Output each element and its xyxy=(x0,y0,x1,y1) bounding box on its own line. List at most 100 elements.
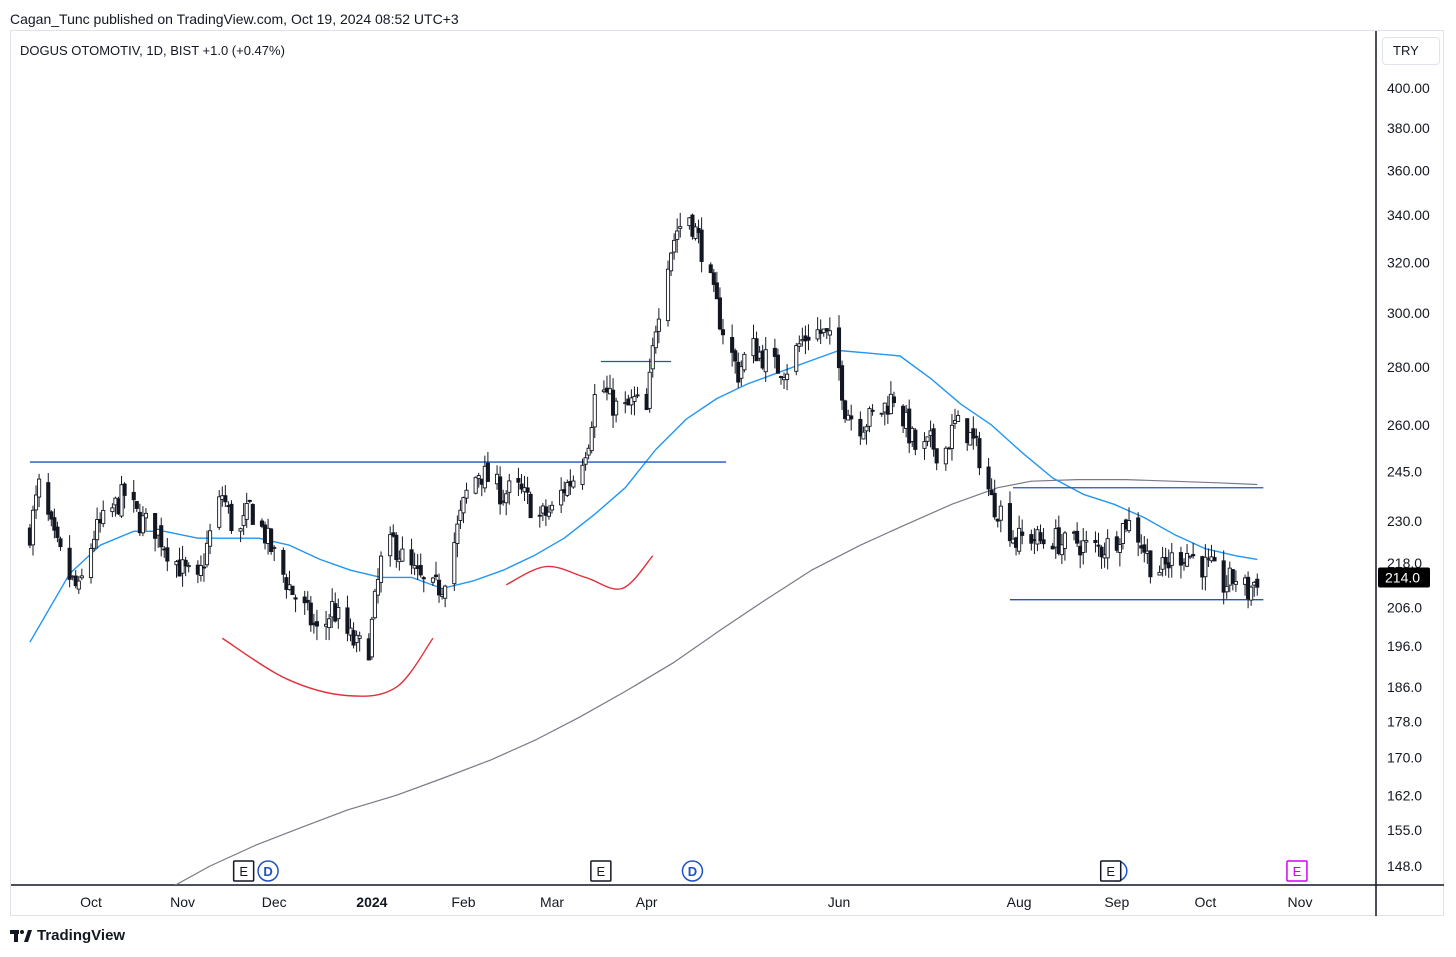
candle[interactable] xyxy=(632,386,637,416)
candle[interactable] xyxy=(986,458,991,497)
candle[interactable] xyxy=(806,324,811,351)
candle[interactable] xyxy=(101,500,106,528)
candle[interactable] xyxy=(1126,507,1132,533)
candle[interactable] xyxy=(592,383,597,439)
candle[interactable] xyxy=(1221,550,1226,605)
candle[interactable] xyxy=(931,423,936,457)
candle[interactable] xyxy=(1099,545,1104,569)
candle[interactable] xyxy=(452,532,457,591)
candle[interactable] xyxy=(1075,522,1080,547)
candle[interactable] xyxy=(375,568,381,604)
earnings-marker-icon[interactable]: E xyxy=(590,860,612,882)
candle[interactable] xyxy=(201,553,207,582)
candle[interactable] xyxy=(775,348,780,374)
candle[interactable] xyxy=(436,573,442,603)
candle[interactable] xyxy=(443,584,448,608)
candle[interactable] xyxy=(1120,523,1125,550)
earnings-marker-icon[interactable]: E xyxy=(1099,860,1122,882)
candle[interactable] xyxy=(977,431,982,476)
candle[interactable] xyxy=(327,613,332,641)
candle[interactable] xyxy=(516,467,521,497)
candle[interactable] xyxy=(949,413,955,461)
candle[interactable] xyxy=(867,406,872,433)
candle[interactable] xyxy=(95,507,100,549)
candle[interactable] xyxy=(965,418,970,451)
candle[interactable] xyxy=(430,576,435,586)
candle[interactable] xyxy=(241,502,246,536)
candle[interactable] xyxy=(1142,536,1147,563)
candle[interactable] xyxy=(1163,547,1168,576)
candle[interactable] xyxy=(772,338,777,369)
candle[interactable] xyxy=(1056,515,1061,556)
candle[interactable] xyxy=(49,510,54,527)
candle[interactable] xyxy=(1059,533,1064,565)
candle[interactable] xyxy=(907,399,912,454)
candle[interactable] xyxy=(204,530,210,568)
candle[interactable] xyxy=(1062,531,1067,561)
candle[interactable] xyxy=(198,555,203,582)
candle[interactable] xyxy=(372,588,377,620)
candle[interactable] xyxy=(92,530,97,552)
candle[interactable] xyxy=(839,360,845,411)
candle[interactable] xyxy=(122,482,127,509)
candle[interactable] xyxy=(989,478,994,496)
candle[interactable] xyxy=(37,473,42,508)
candle[interactable] xyxy=(1148,550,1153,584)
candle[interactable] xyxy=(345,595,350,642)
candle[interactable] xyxy=(1224,575,1229,599)
candle[interactable] xyxy=(46,473,51,521)
candle[interactable] xyxy=(836,315,842,381)
curve-drawing[interactable] xyxy=(221,637,434,697)
candle[interactable] xyxy=(870,404,875,416)
candle[interactable] xyxy=(284,573,289,599)
candle[interactable] xyxy=(647,358,652,413)
candle[interactable] xyxy=(956,410,961,422)
candle[interactable] xyxy=(1169,543,1174,578)
candle[interactable] xyxy=(559,477,564,513)
candle[interactable] xyxy=(1136,512,1141,557)
candle[interactable] xyxy=(305,591,310,611)
ma200-line[interactable] xyxy=(161,479,1258,893)
candle[interactable] xyxy=(690,213,695,240)
candle[interactable] xyxy=(888,381,893,415)
candle[interactable] xyxy=(302,590,307,615)
candle[interactable] xyxy=(589,421,594,454)
y-axis[interactable]: 400.00 380.00 360.00 340.00 320.00 300.00 280.… xyxy=(1378,80,1430,874)
candle[interactable] xyxy=(269,528,274,555)
candle[interactable] xyxy=(1081,528,1086,565)
candle[interactable] xyxy=(672,233,677,260)
candle[interactable] xyxy=(79,568,84,581)
candle[interactable] xyxy=(913,428,918,456)
x-axis[interactable]: Oct Nov Dec 2024 Feb Mar Apr Jun Aug Sep Oct Nov xyxy=(80,894,1312,910)
candle[interactable] xyxy=(308,596,313,632)
candle[interactable] xyxy=(714,271,719,300)
dividend-marker-icon[interactable]: D xyxy=(681,860,704,882)
candle[interactable] xyxy=(583,452,588,471)
candle[interactable] xyxy=(314,609,319,641)
candle[interactable] xyxy=(678,212,683,238)
candle[interactable] xyxy=(391,524,396,538)
candle[interactable] xyxy=(88,543,94,584)
candle[interactable] xyxy=(537,506,542,528)
earnings-marker-icon[interactable]: E xyxy=(232,860,255,882)
candle[interactable] xyxy=(143,508,149,531)
candle[interactable] xyxy=(55,521,60,543)
candle[interactable] xyxy=(1105,529,1110,570)
candle[interactable] xyxy=(952,408,958,429)
candle[interactable] xyxy=(925,436,930,447)
candle[interactable] xyxy=(827,317,832,345)
candle[interactable] xyxy=(571,475,576,489)
candle[interactable] xyxy=(824,328,829,340)
candle[interactable] xyxy=(1096,532,1101,557)
candle[interactable] xyxy=(110,503,115,518)
candle[interactable] xyxy=(388,526,393,567)
candle[interactable] xyxy=(998,500,1003,533)
candle[interactable] xyxy=(629,389,634,415)
candle[interactable] xyxy=(217,490,222,530)
candle[interactable] xyxy=(1188,555,1193,560)
candle[interactable] xyxy=(272,545,277,561)
candle[interactable] xyxy=(400,536,405,562)
candle[interactable] xyxy=(485,452,490,482)
candle[interactable] xyxy=(183,556,188,577)
candle[interactable] xyxy=(33,485,39,519)
